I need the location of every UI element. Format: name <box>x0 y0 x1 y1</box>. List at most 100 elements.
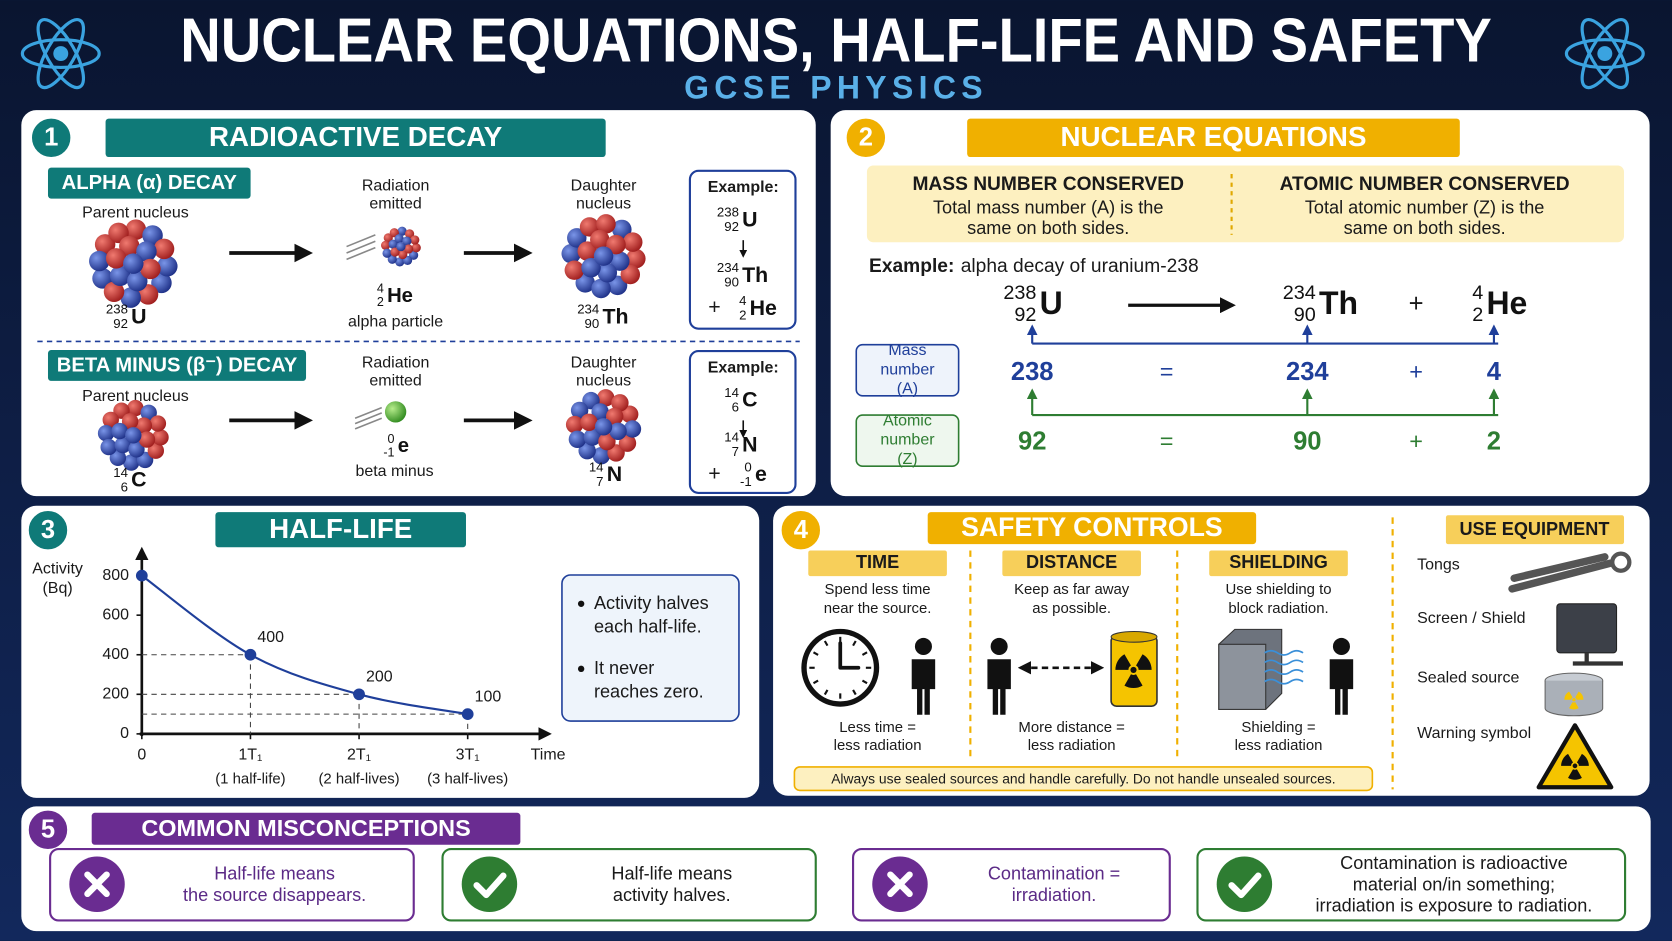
label: + <box>1409 359 1423 385</box>
nucleon <box>610 251 630 271</box>
label: = <box>1160 428 1174 454</box>
x-tick-sublabel: (3 half-lives) <box>427 771 508 788</box>
nucleon <box>590 229 610 250</box>
label: Parent nucleus <box>82 205 189 222</box>
data-point <box>135 569 148 582</box>
data-point <box>244 648 257 661</box>
label: USE EQUIPMENT <box>1459 519 1609 539</box>
text-line: less radiation <box>1235 737 1323 754</box>
label: Radiation emitted <box>362 355 430 390</box>
atomic-number: 92 <box>113 316 128 331</box>
section-number: 5 <box>41 816 55 844</box>
label: Mass number (A) <box>880 342 935 397</box>
nucleon <box>395 257 405 267</box>
cross-mark <box>84 871 110 898</box>
motion-line <box>346 234 376 248</box>
motion-line <box>346 240 376 254</box>
trefoil-blade <box>1576 753 1589 766</box>
trefoil-center <box>1572 763 1578 769</box>
mass-number: 238 <box>106 302 128 317</box>
cross-mark <box>887 871 913 898</box>
section-number: 1 <box>44 124 58 152</box>
text-line: activity halves. <box>613 885 731 905</box>
decay-curve <box>141 574 468 716</box>
atomic-number: 92 <box>1014 304 1036 326</box>
element-symbol: He <box>1486 285 1527 321</box>
nucleon <box>157 256 178 277</box>
person-head <box>990 637 1008 655</box>
y-tick-label: 600 <box>102 606 129 623</box>
radiation-wave <box>1264 659 1304 666</box>
element-symbol: U <box>742 207 757 231</box>
section-number: 3 <box>41 516 55 544</box>
subheader-bar <box>47 350 307 381</box>
text-line: Radiation <box>362 178 430 195</box>
label: + <box>1409 290 1424 318</box>
x-tick-label: 1T₁ <box>238 746 262 763</box>
equipment-item: Screen / Shield <box>1417 610 1525 627</box>
atomic-number: 6 <box>732 399 739 414</box>
y-tick-label: 400 <box>102 646 129 663</box>
nucleon <box>597 263 618 283</box>
clock-tick <box>812 679 819 685</box>
nucleon <box>575 273 595 293</box>
text-line: Total mass number (A) is the <box>933 197 1163 217</box>
page-subtitle: GCSE PHYSICS <box>684 69 988 105</box>
page-title: NUCLEAR EQUATIONS, HALF-LIFE AND SAFETY <box>180 6 1492 75</box>
screen <box>1556 603 1618 654</box>
nucleon <box>136 241 157 262</box>
nucleon <box>564 260 585 280</box>
trefoil-blade <box>1115 654 1131 670</box>
person-body <box>1329 659 1354 715</box>
label: Total atomic number (Z) is the same on bo… <box>1305 197 1545 237</box>
element-symbol: Th <box>602 304 628 328</box>
label: Shielding = less radiation <box>1235 719 1323 754</box>
nucleon <box>123 253 144 274</box>
nucleon <box>114 436 131 454</box>
nucleon <box>152 429 169 446</box>
text-line: Half-life means <box>214 863 335 883</box>
nucleon <box>147 442 165 459</box>
nucleon <box>120 287 141 308</box>
nucleon <box>623 232 643 252</box>
nucleon <box>142 225 163 246</box>
label: Activity halves each half-life. <box>594 593 709 636</box>
text-line: It never <box>594 658 654 678</box>
nucleon <box>109 449 127 467</box>
conserved-value: 92 <box>1018 428 1046 456</box>
nucleon <box>383 233 393 243</box>
x-tick-label: 3T₁ <box>456 746 480 763</box>
atomic-number: 92 <box>724 219 739 234</box>
check-mark <box>473 872 507 899</box>
label: More distance = less radiation <box>1018 719 1124 754</box>
nucleon <box>388 239 398 249</box>
nucleon <box>402 236 412 246</box>
nucleon <box>153 238 175 260</box>
atom-core <box>53 46 69 62</box>
mass-number: 14 <box>724 385 739 400</box>
nucleon <box>398 249 408 260</box>
header-bar <box>927 512 1257 545</box>
motion-line <box>354 412 383 425</box>
mass-number: 4 <box>739 293 746 308</box>
atom-orbit <box>36 18 86 90</box>
nucleon <box>597 389 615 407</box>
y-tick-label: 200 <box>102 686 129 703</box>
decay-title: BETA MINUS (β⁻) DECAY <box>57 354 298 376</box>
conserved-value: 2 <box>1487 428 1501 456</box>
clock-tick <box>812 651 819 656</box>
nucleon <box>102 411 119 429</box>
nucleon <box>596 214 616 234</box>
element-symbol: He <box>387 285 413 307</box>
section-badge <box>26 508 70 552</box>
label: Example: <box>869 256 954 277</box>
mass-number: 4 <box>377 281 384 295</box>
nucleon <box>592 446 611 465</box>
text-line: Atomic <box>883 413 932 430</box>
label: TIME <box>856 552 899 572</box>
text-line: irradiation is exposure to radiation. <box>1316 895 1593 915</box>
check-icon <box>461 856 518 912</box>
clock-tick <box>823 640 829 647</box>
section-title: RADIOACTIVE DECAY <box>209 121 503 152</box>
nucleon <box>411 243 421 253</box>
